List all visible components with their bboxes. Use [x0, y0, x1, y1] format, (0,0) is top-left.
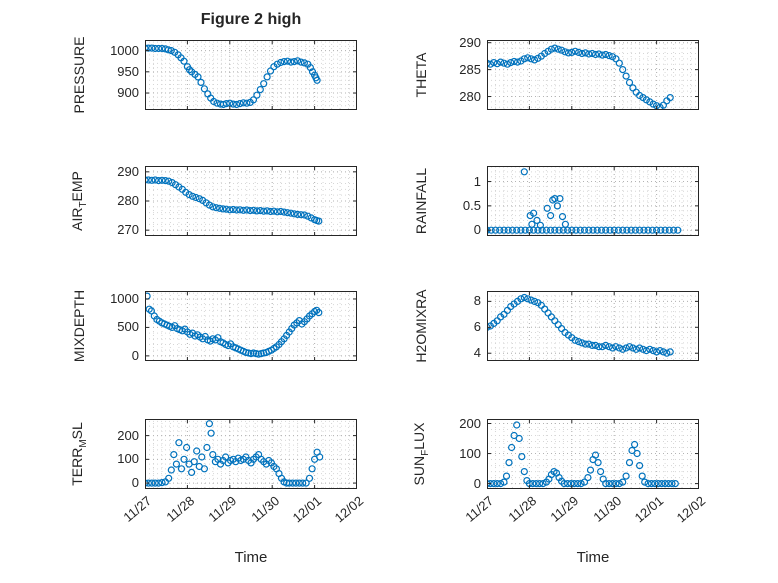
- y-tick-label: 280: [117, 193, 139, 208]
- y-tick-label: 200: [459, 415, 481, 431]
- y-tick-label: 280: [459, 88, 481, 104]
- chart-canvas: [145, 40, 357, 110]
- pressure-plot-area: [145, 40, 357, 110]
- y-tick-label: 200: [117, 427, 139, 443]
- x-tick-label: 12/02: [674, 493, 709, 526]
- y-tick-label: 270: [117, 222, 139, 238]
- x-tick-label: 11/30: [590, 493, 624, 525]
- y-tick-label: 900: [117, 85, 139, 101]
- y-tick-label: 950: [117, 63, 139, 79]
- terr-msl-plot-area: [145, 419, 357, 489]
- ylabel-h2omixra: H2OMIXRA: [413, 289, 429, 363]
- figure-title: Figure 2 high: [200, 11, 302, 28]
- x-tick-label: 11/30: [248, 493, 282, 525]
- rainfall-plot-area: [487, 166, 699, 236]
- subplot-mixdepth: MIXDEPTH 0 500 1000: [71, 290, 357, 363]
- x-tick-label: 12/01: [631, 493, 667, 526]
- x-tick-label: 11/27: [120, 493, 155, 525]
- y-tick-label: 0.5: [462, 197, 481, 213]
- ylabel-mixdepth: MIXDEPTH: [71, 289, 87, 363]
- x-tick-label: 11/27: [462, 493, 497, 525]
- y-tick-label: 4: [473, 345, 481, 361]
- y-tick-label: 290: [459, 34, 481, 50]
- h2omixra-plot-area: [487, 291, 699, 361]
- subplot-rainfall: RAINFALL 0 0.5 1: [413, 166, 699, 237]
- x-axis-label-left: Time: [234, 549, 268, 566]
- y-tick-label: 100: [117, 451, 139, 467]
- y-tick-label: 1000: [110, 42, 139, 58]
- subplot-sun-flux: SUNFLUX 0 100 200 11/27 11/28 11/29 11/30 12/01…: [411, 416, 709, 526]
- x-tick-label: 11/28: [163, 493, 198, 525]
- y-tick-label: 500: [117, 319, 139, 335]
- chart-canvas: [487, 291, 699, 361]
- subplot-air-temp: AIRTEMP 270 280 290: [69, 164, 357, 237]
- y-tick-label: 100: [459, 445, 481, 461]
- ylabel-air-temp: AIRTEMP: [69, 171, 89, 231]
- y-tick-label: 0: [131, 475, 139, 491]
- ylabel-sun-flux: SUNFLUX: [411, 422, 431, 486]
- x-tick-label: 11/28: [505, 493, 540, 525]
- subplot-terr-msl: TERRMSL 0 100 200 11/27 11/28 11/29 11/30 12/01…: [69, 419, 367, 525]
- x-axis-label-right: Time: [576, 549, 610, 566]
- y-tick-label: 6: [473, 319, 481, 335]
- chart-canvas: [487, 166, 699, 236]
- subplot-pressure: PRESSURE 900 950 1000: [71, 36, 357, 114]
- ylabel-pressure: PRESSURE: [71, 36, 87, 114]
- y-tick-label: 285: [459, 61, 481, 77]
- ylabel-theta: THETA: [413, 52, 429, 98]
- subplot-h2omixra: H2OMIXRA 4 6 8: [413, 289, 699, 363]
- theta-plot-area: [487, 40, 699, 110]
- chart-canvas: [145, 166, 357, 236]
- chart-canvas: [487, 40, 699, 110]
- chart-canvas: [145, 291, 357, 361]
- y-tick-label: 290: [117, 163, 139, 179]
- ylabel-terr-msl: TERRMSL: [69, 422, 89, 486]
- y-tick-label: 8: [473, 293, 481, 309]
- y-tick-label: 0: [473, 475, 481, 491]
- x-tick-label: 12/02: [332, 493, 367, 526]
- subplot-theta: THETA 280 285 290: [413, 35, 699, 110]
- ylabel-rainfall: RAINFALL: [413, 167, 429, 235]
- air-temp-plot-area: [145, 166, 357, 236]
- x-tick-label: 12/01: [289, 493, 325, 526]
- chart-canvas: [145, 419, 357, 489]
- x-tick-label: 11/29: [205, 493, 240, 525]
- sun-flux-plot-area: [487, 419, 699, 489]
- y-tick-label: 0: [473, 222, 481, 238]
- chart-canvas: [487, 419, 699, 489]
- y-tick-label: 1: [473, 173, 481, 189]
- x-tick-label: 11/29: [547, 493, 582, 525]
- y-tick-label: 1000: [110, 290, 139, 306]
- y-tick-label: 0: [131, 347, 139, 363]
- mixdepth-plot-area: [145, 291, 357, 361]
